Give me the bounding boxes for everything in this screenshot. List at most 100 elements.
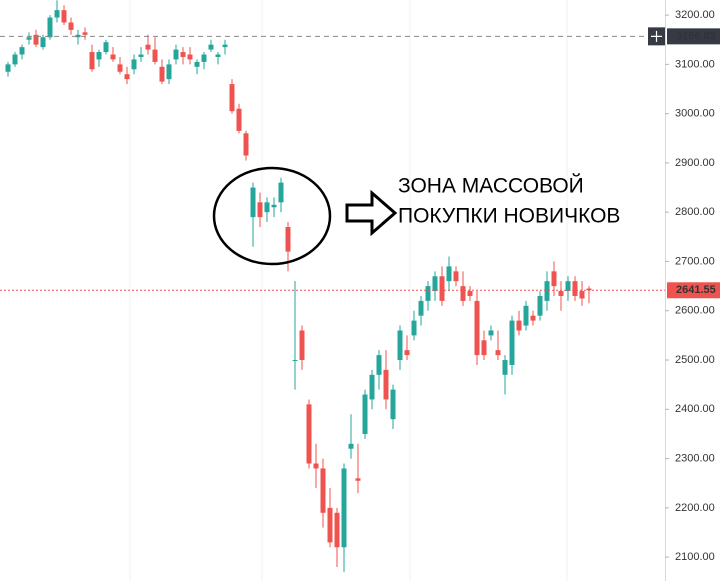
candle-body [481, 340, 487, 356]
candle-body [439, 276, 445, 301]
candle-body [54, 10, 60, 18]
price-label-box [667, 282, 720, 299]
price-label: 3156.83 [676, 30, 716, 42]
candle-body [131, 59, 137, 70]
y-tick-label: 2200.00 [675, 502, 715, 514]
candle-body [82, 32, 88, 35]
candle-body [145, 44, 151, 50]
y-tick-label: 2600.00 [675, 305, 715, 317]
candle-body [299, 330, 305, 361]
candle-body [369, 374, 375, 400]
candle-body [152, 49, 158, 62]
candle-body [250, 187, 256, 218]
y-tick-label: 2900.00 [675, 157, 715, 169]
candle-body [26, 37, 32, 40]
annotation-text: ПОКУПКИ НОВИЧКОВ [398, 205, 620, 228]
candle-body [201, 54, 207, 62]
candle-body [159, 66, 165, 82]
candle-body [453, 271, 459, 282]
candle-body [306, 404, 312, 464]
candle-body [334, 512, 340, 548]
highlight-ellipse [212, 166, 332, 266]
candle-body [117, 64, 123, 72]
candle-body [551, 271, 557, 287]
candle-body [222, 44, 228, 48]
candle-body [432, 276, 438, 292]
price-label: 2641.55 [676, 284, 716, 296]
candle-body [236, 108, 242, 131]
arrow [345, 189, 398, 237]
candle-body [292, 360, 298, 362]
candle-body [404, 350, 410, 356]
candle-body [558, 291, 564, 296]
candle-body [40, 37, 46, 48]
candle-body [271, 204, 277, 208]
y-tick-label: 2300.00 [675, 452, 715, 464]
candle-body [173, 49, 179, 60]
annotation-text: ЗОНА МАССОВОЙ [398, 174, 584, 198]
candle-body [348, 443, 354, 449]
candle-body [495, 350, 501, 356]
y-tick-label: 2400.00 [675, 403, 715, 415]
candle-body [516, 320, 522, 331]
candle-body [89, 52, 95, 70]
y-tick-label: 2800.00 [675, 206, 715, 218]
candle-body [215, 54, 221, 57]
candle-body [229, 84, 235, 112]
candle-body [586, 288, 592, 291]
plot-area [0, 0, 665, 572]
y-tick-label: 2700.00 [675, 255, 715, 267]
candle-body [425, 286, 431, 301]
candle-body [75, 34, 81, 38]
candle-body [565, 281, 571, 292]
candle-body [460, 286, 466, 301]
annotation: ЗОНА МАССОВОЙ ПОКУПКИ НОВИЧКОВ [212, 166, 620, 266]
candle-body [341, 468, 347, 548]
candle-body [278, 182, 284, 203]
y-tick-label: 3100.00 [675, 58, 715, 70]
candle-body [208, 44, 214, 50]
candle-body [579, 291, 585, 299]
candle-body [110, 54, 116, 60]
candle-body [19, 47, 25, 55]
candle-body [467, 291, 473, 296]
crosshair-icon [651, 30, 662, 42]
candle-body [12, 54, 18, 65]
candle-body [502, 360, 508, 375]
candle-body [488, 330, 494, 336]
candle-body [509, 320, 515, 365]
candle-body [180, 52, 186, 57]
candle-body [390, 389, 396, 420]
candle-body [397, 330, 403, 361]
y-tick-label: 3200.00 [675, 9, 715, 21]
y-tick-label: 3000.00 [675, 108, 715, 120]
candle-body [383, 369, 389, 400]
candle-body [166, 64, 172, 80]
candle-body [61, 10, 67, 23]
candle-body [68, 22, 74, 30]
candle-body [474, 300, 480, 356]
candle-body [103, 42, 109, 53]
candle-body [33, 34, 39, 45]
candle-body [187, 54, 193, 60]
candle-body [411, 320, 417, 336]
candle-body [418, 300, 424, 316]
price-axis: 2100.00 2200.00 2300.00 2400.00 2500.00 2600.… [648, 9, 720, 563]
candle-body [257, 202, 263, 218]
y-tick-label: 2500.00 [675, 354, 715, 366]
candle-body [285, 226, 291, 252]
candle-body [530, 315, 536, 321]
candle-body [313, 463, 319, 469]
candle-body [362, 394, 368, 434]
candle-body [243, 133, 249, 156]
candle-body [537, 295, 543, 316]
candle-body [5, 64, 11, 72]
candle-body [47, 17, 53, 38]
candle-body [355, 478, 361, 481]
candle-body [446, 266, 452, 282]
candle-body [124, 74, 130, 80]
y-tick-label: 2100.00 [675, 551, 715, 563]
candle-body [523, 305, 529, 326]
